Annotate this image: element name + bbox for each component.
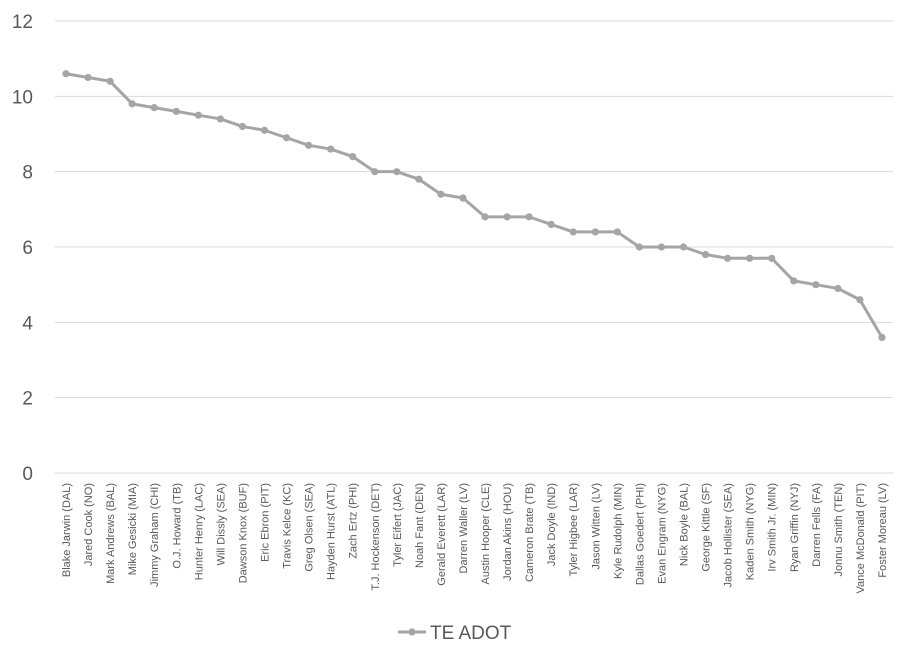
x-tick-label: Kyle Rudolph (MIN) bbox=[612, 483, 624, 579]
data-point bbox=[393, 168, 401, 176]
gridlines bbox=[55, 20, 893, 474]
data-point bbox=[437, 190, 445, 198]
data-point bbox=[415, 175, 423, 183]
legend-label: TE ADOT bbox=[430, 623, 512, 644]
series-te-adot bbox=[62, 70, 886, 341]
data-point bbox=[635, 243, 643, 251]
data-point bbox=[84, 73, 92, 82]
x-tick-label: Vance McDonald (PIT) bbox=[855, 483, 867, 593]
data-point bbox=[569, 228, 577, 236]
x-tick-label: Evan Engram (NYG) bbox=[656, 483, 668, 584]
x-tick-label: Tyler Higbee (LAR) bbox=[568, 483, 580, 577]
legend-swatch-marker bbox=[408, 628, 416, 636]
data-point bbox=[459, 194, 467, 202]
x-tick-label: Gerald Everett (LAR) bbox=[436, 483, 448, 586]
y-tick-label: 2 bbox=[22, 389, 33, 410]
y-tick-label: 12 bbox=[12, 12, 33, 33]
x-tick-label: Greg Olsen (SEA) bbox=[304, 483, 316, 572]
x-tick-label: Jimmy Graham (CHI) bbox=[149, 483, 161, 587]
data-point bbox=[238, 122, 247, 131]
y-tick-label: 0 bbox=[22, 464, 33, 485]
x-tick-label: Hunter Henry (LAC) bbox=[193, 483, 205, 580]
x-tick-label: Foster Moreau (LV) bbox=[877, 483, 889, 578]
data-point bbox=[856, 296, 864, 304]
x-tick-label: Jack Doyle (IND) bbox=[546, 483, 558, 566]
x-tick-label: George Kittle (SF) bbox=[701, 483, 713, 572]
data-point bbox=[371, 168, 379, 176]
data-point bbox=[503, 213, 511, 221]
series-line bbox=[65, 72, 884, 339]
y-axis-tick-labels: 0 2 4 6 8 10 12 bbox=[12, 12, 34, 485]
y-tick-label: 8 bbox=[22, 163, 33, 184]
x-tick-label: Dawson Knox (BUF) bbox=[237, 483, 249, 583]
x-tick-label: Jared Cook (NO) bbox=[83, 483, 95, 566]
data-point bbox=[657, 243, 666, 251]
data-point bbox=[724, 254, 732, 262]
x-tick-label: Blake Jarwin (DAL) bbox=[61, 483, 73, 577]
data-point bbox=[172, 107, 180, 115]
data-point bbox=[613, 228, 621, 236]
legend: TE ADOT bbox=[398, 623, 512, 644]
x-tick-label: Jonnu Smith (TEN) bbox=[833, 483, 845, 577]
data-point bbox=[62, 70, 70, 78]
data-point bbox=[282, 134, 291, 142]
data-point bbox=[327, 145, 335, 153]
x-tick-label: Eric Ebron (PIT) bbox=[260, 483, 272, 562]
data-point bbox=[790, 277, 798, 285]
x-tick-label: T.J. Hockenson (DET) bbox=[370, 483, 382, 591]
data-point bbox=[106, 77, 114, 85]
x-tick-label: Dallas Goedert (PHI) bbox=[634, 483, 646, 585]
data-point bbox=[679, 243, 688, 251]
data-point bbox=[834, 284, 842, 293]
x-tick-label: Irv Smith Jr. (MIN) bbox=[767, 483, 779, 572]
x-tick-label: Darren Waller (LV) bbox=[458, 483, 470, 573]
x-tick-label: Hayden Hurst (ATL) bbox=[326, 483, 338, 580]
data-point bbox=[150, 104, 158, 112]
x-tick-label: Ryan Griffin (NYJ) bbox=[789, 483, 801, 572]
data-point bbox=[194, 111, 202, 119]
x-tick-label: Zach Ertz (PHI) bbox=[348, 483, 360, 559]
y-tick-label: 10 bbox=[12, 87, 33, 108]
x-tick-label: Nick Boyle (BAL) bbox=[679, 483, 691, 566]
x-tick-label: Jordan Akins (HOU) bbox=[502, 483, 514, 581]
x-tick-label: Kaden Smith (NYG) bbox=[745, 483, 757, 580]
data-point bbox=[260, 126, 269, 134]
x-tick-label: Austin Hooper (CLE) bbox=[480, 483, 492, 585]
data-point bbox=[701, 250, 710, 259]
x-tick-label: Jason Witten (LV) bbox=[590, 483, 602, 570]
data-point bbox=[216, 115, 224, 123]
x-tick-label: Cameron Brate (TB) bbox=[524, 483, 536, 582]
data-point bbox=[305, 141, 313, 149]
data-point bbox=[878, 333, 886, 341]
data-point bbox=[591, 228, 599, 236]
data-point bbox=[349, 153, 357, 161]
y-tick-label: 4 bbox=[22, 313, 33, 334]
x-tick-label: Will Dissly (SEA) bbox=[215, 483, 227, 566]
data-point bbox=[812, 281, 820, 289]
data-point bbox=[481, 213, 489, 221]
data-point bbox=[547, 220, 555, 228]
x-tick-label: O.J. Howard (TB) bbox=[171, 483, 183, 569]
y-tick-label: 6 bbox=[22, 238, 33, 259]
x-tick-label: Travis Kelce (KC) bbox=[282, 483, 294, 569]
x-tick-label: Darren Fells (FA) bbox=[811, 483, 823, 567]
data-point bbox=[746, 254, 754, 262]
x-tick-label: Mark Andrews (BAL) bbox=[105, 483, 117, 584]
data-point bbox=[525, 213, 533, 221]
x-tick-label: Tyler Eifert (JAC) bbox=[392, 483, 404, 567]
x-tick-label: Mike Gesicki (MIA) bbox=[127, 483, 139, 575]
x-tick-label: Jacob Hollister (SEA) bbox=[723, 483, 735, 588]
x-axis-tick-labels: Blake Jarwin (DAL) Jared Cook (NO) Mark An… bbox=[61, 483, 889, 593]
data-point bbox=[768, 254, 776, 262]
x-tick-label: Noah Fant (DEN) bbox=[414, 483, 426, 568]
data-point bbox=[128, 100, 136, 108]
